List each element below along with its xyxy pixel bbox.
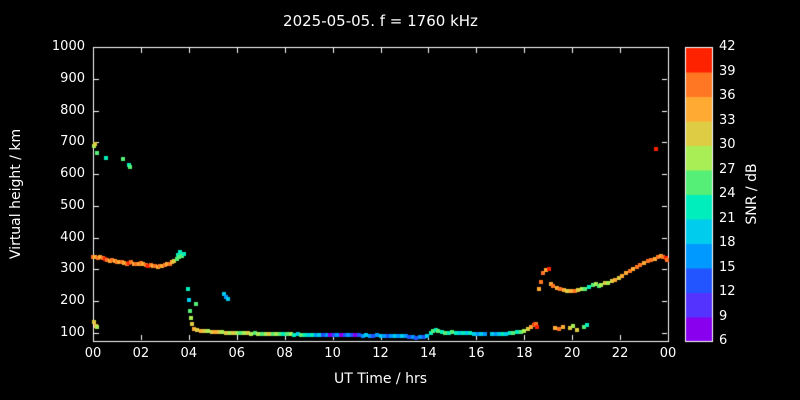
colorbar-tick-label: 21 <box>719 210 736 226</box>
x-tick-label: 04 <box>180 346 198 361</box>
x-tick-label: 06 <box>228 346 246 361</box>
x-tick-label: 14 <box>420 346 437 361</box>
x-tick-label: 16 <box>468 346 485 361</box>
colorbar-tick-label: 24 <box>719 186 736 201</box>
y-tick-label: 400 <box>60 229 85 245</box>
y-tick-label: 800 <box>60 102 85 118</box>
colorbar-tick-label: 42 <box>719 39 736 54</box>
x-tick-label: 02 <box>132 346 150 361</box>
x-tick-label: 18 <box>515 346 533 361</box>
x-tick-label: 00 <box>84 346 102 361</box>
x-tick-label: 12 <box>372 346 389 361</box>
x-tick-label: 10 <box>324 346 341 361</box>
colorbar-tick-label: 15 <box>719 259 736 275</box>
colorbar-tick-label: 9 <box>719 308 728 324</box>
colorbar-tick-label: 27 <box>719 161 736 177</box>
y-tick-label: 600 <box>60 166 85 182</box>
y-tick-label: 900 <box>60 70 85 86</box>
colorbar-tick-label: 12 <box>719 284 736 299</box>
y-tick-label: 100 <box>60 325 85 341</box>
x-tick-label: 22 <box>611 346 629 361</box>
y-tick-label: 700 <box>60 134 85 150</box>
x-axis-label: UT Time / hrs <box>333 371 428 387</box>
x-tick-label: 00 <box>659 346 677 361</box>
x-tick-label: 20 <box>563 346 581 361</box>
colorbar-tick-label: 39 <box>719 63 736 79</box>
colorbar-tick-label: 36 <box>719 88 736 103</box>
x-tick-label: 08 <box>276 346 293 361</box>
y-tick-label: 300 <box>60 261 85 277</box>
colorbar-label: SNR / dB <box>744 163 760 225</box>
y-tick-label: 1000 <box>51 39 85 54</box>
y-tick-label: 500 <box>60 197 85 213</box>
colorbar-tick-label: 6 <box>719 333 728 348</box>
colorbar-tick-label: 30 <box>719 137 736 152</box>
colorbar-tick-label: 33 <box>719 112 736 128</box>
y-tick-label: 200 <box>60 293 85 309</box>
colorbar-tick-label: 18 <box>719 235 736 250</box>
